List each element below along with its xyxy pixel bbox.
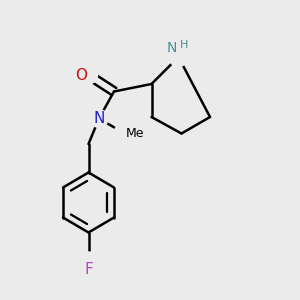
Text: N: N — [167, 41, 177, 56]
Text: F: F — [84, 262, 93, 278]
Circle shape — [114, 123, 135, 144]
Text: N: N — [93, 111, 105, 126]
Text: Me: Me — [126, 127, 145, 140]
Circle shape — [90, 110, 108, 128]
Circle shape — [169, 47, 188, 67]
Text: H: H — [180, 40, 188, 50]
Text: O: O — [75, 68, 87, 82]
Circle shape — [80, 252, 98, 270]
Circle shape — [80, 66, 98, 84]
